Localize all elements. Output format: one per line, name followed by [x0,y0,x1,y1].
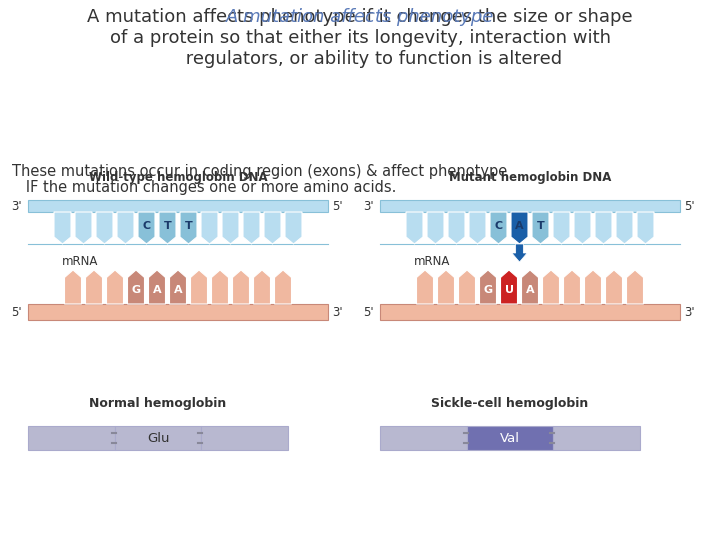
Polygon shape [416,270,433,304]
Text: Mutant hemoglobin DNA: Mutant hemoglobin DNA [449,171,611,184]
Polygon shape [574,212,591,244]
Polygon shape [448,212,465,244]
Polygon shape [595,212,612,244]
Polygon shape [564,270,580,304]
Text: T: T [184,221,192,232]
Text: T: T [163,221,171,232]
Polygon shape [191,270,207,304]
Polygon shape [542,270,559,304]
Text: Wild-type hemoglobin DNA: Wild-type hemoglobin DNA [89,171,267,184]
Polygon shape [127,270,145,304]
Polygon shape [65,270,81,304]
Text: A mutation affects phenotype: A mutation affects phenotype [226,8,494,26]
Bar [380,304,680,320]
Text: Glu: Glu [147,431,169,444]
Polygon shape [585,270,601,304]
Text: A: A [153,285,161,295]
Polygon shape [511,212,528,244]
Polygon shape [222,212,239,244]
Polygon shape [180,212,197,244]
Polygon shape [285,212,302,244]
Polygon shape [75,212,92,244]
Polygon shape [159,212,176,244]
Polygon shape [469,212,486,244]
Polygon shape [201,212,218,244]
Polygon shape [532,212,549,244]
Polygon shape [438,270,454,304]
Text: 3': 3' [12,199,22,213]
Polygon shape [253,270,271,304]
Text: G: G [483,285,492,295]
Polygon shape [243,212,260,244]
Polygon shape [169,270,186,304]
Bar [380,426,467,450]
Bar [28,426,114,450]
Text: 5': 5' [332,199,343,213]
Text: Sickle-cell hemoglobin: Sickle-cell hemoglobin [431,397,589,410]
Polygon shape [212,270,228,304]
Text: T: T [536,221,544,232]
Bar [380,200,680,212]
Text: 5': 5' [684,199,695,213]
Bar [554,426,640,450]
Text: C: C [495,221,503,232]
Polygon shape [264,212,281,244]
Text: 5': 5' [12,306,22,319]
Text: 3': 3' [364,199,374,213]
Bar [28,304,328,320]
Polygon shape [521,270,539,304]
Bar [28,200,328,212]
Polygon shape [274,270,292,304]
Text: G: G [132,285,140,295]
Polygon shape [233,270,250,304]
Polygon shape [107,270,124,304]
Polygon shape [138,212,155,244]
Text: Val: Val [500,431,520,444]
Text: A: A [526,285,534,295]
Text: A: A [516,221,524,232]
Polygon shape [490,212,507,244]
Polygon shape [606,270,623,304]
Text: U: U [505,285,513,295]
Polygon shape [427,212,444,244]
Text: Normal hemoglobin: Normal hemoglobin [89,397,227,410]
Bar [114,426,202,450]
Polygon shape [616,212,633,244]
Text: mRNA: mRNA [414,255,450,268]
Bar [202,426,288,450]
Text: mRNA: mRNA [62,255,98,268]
Polygon shape [626,270,644,304]
Polygon shape [512,244,527,262]
Bar [467,426,554,450]
Text: 3': 3' [684,306,695,319]
Polygon shape [406,212,423,244]
Polygon shape [86,270,102,304]
Text: These mutations occur in coding region (exons) & affect phenotype: These mutations occur in coding region (… [12,164,508,179]
Text: A mutation affects phenotype if it changes the size or shape
of a protein so tha: A mutation affects phenotype if it chang… [87,8,633,68]
Polygon shape [500,270,518,304]
Polygon shape [148,270,166,304]
Polygon shape [459,270,475,304]
Polygon shape [54,212,71,244]
Polygon shape [96,212,113,244]
Polygon shape [553,212,570,244]
Text: 3': 3' [332,306,343,319]
Polygon shape [480,270,497,304]
Text: IF the mutation changes one or more amino acids.: IF the mutation changes one or more amin… [12,180,397,195]
Text: C: C [143,221,150,232]
Polygon shape [637,212,654,244]
Text: 5': 5' [364,306,374,319]
Polygon shape [117,212,134,244]
Text: A: A [174,285,182,295]
